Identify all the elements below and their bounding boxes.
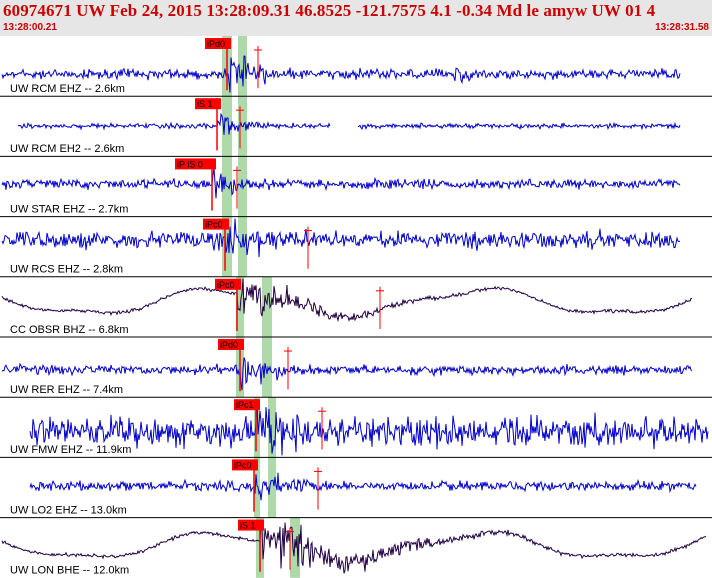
pick-label: iPc0 <box>217 280 235 290</box>
pick-window <box>254 397 260 458</box>
plot-background <box>0 36 712 578</box>
station-label: UW RCM EH2 -- 2.6km <box>10 143 124 155</box>
waveform-trace <box>29 399 709 456</box>
pick-tag[interactable] <box>215 278 241 290</box>
pick-label: iPd0 <box>207 39 225 49</box>
event-title: 60974671 UW Feb 24, 2015 13:28:09.31 46.… <box>3 1 656 20</box>
station-label: UW FMW EHZ -- 11.9km <box>10 444 131 456</box>
pick-window <box>290 517 300 578</box>
waveform-trace <box>29 472 697 501</box>
pick-label: iS 1 <box>240 521 256 531</box>
pick-window <box>262 276 272 337</box>
station-label: UW RCS EHZ -- 2.8km <box>10 264 123 276</box>
pick-window <box>238 36 247 97</box>
pick-window <box>238 216 247 277</box>
station-label: UW LON BHE -- 12.0km <box>10 565 129 577</box>
pick-window <box>222 96 232 157</box>
separators <box>0 95 712 519</box>
station-label: CC OBSR BHZ -- 6.8km <box>10 324 129 336</box>
pick-window <box>268 397 276 458</box>
waveform-trace <box>1 218 681 258</box>
trace-group: iPd0 UW RCM EHZ -- 2.6km iS 1 UW RCM EH2 --… <box>1 38 709 577</box>
pick-tag[interactable] <box>238 519 264 531</box>
pick-label: iP iS 0 <box>177 159 203 169</box>
pick-window <box>262 337 272 398</box>
pick-tag[interactable] <box>175 158 216 170</box>
pick-tag[interactable] <box>205 38 231 49</box>
pick-tag[interactable] <box>203 218 229 230</box>
end-time: 13:28:31.58 <box>655 22 709 33</box>
station-label: UW STAR EHZ -- 2.7km <box>10 203 128 215</box>
start-time: 13:28:00.21 <box>3 22 57 33</box>
seismogram-panel[interactable]: iPd0 UW RCM EHZ -- 2.6km iS 1 UW RCM EH2 --… <box>0 36 712 578</box>
pick-window <box>268 457 276 518</box>
waveform-trace <box>17 112 681 135</box>
station-label: UW RCM EHZ -- 2.6km <box>10 83 125 95</box>
pick-label: iPc1 <box>236 400 254 410</box>
waveform-trace <box>1 168 681 199</box>
waveform-trace <box>1 521 707 574</box>
station-label: UW LO2 EHZ -- 13.0km <box>10 504 127 516</box>
pick-label: iPc0 <box>234 460 252 470</box>
waveform-trace <box>1 278 693 323</box>
pick-tag[interactable] <box>195 98 221 110</box>
pick-tag[interactable] <box>234 399 260 411</box>
event-header: 60974671 UW Feb 24, 2015 13:28:09.31 46.… <box>0 0 712 36</box>
pick-label: iPd0 <box>220 340 238 350</box>
waveform-trace <box>1 357 693 391</box>
pick-tag[interactable] <box>218 339 244 350</box>
pick-label: iS 1 <box>197 99 213 109</box>
pick-tag[interactable] <box>232 459 258 471</box>
station-label: UW RER EHZ -- 7.4km <box>10 384 123 396</box>
pick-label: iPc0 <box>205 220 223 230</box>
waveform-trace <box>1 55 681 93</box>
pick-window <box>254 457 260 518</box>
